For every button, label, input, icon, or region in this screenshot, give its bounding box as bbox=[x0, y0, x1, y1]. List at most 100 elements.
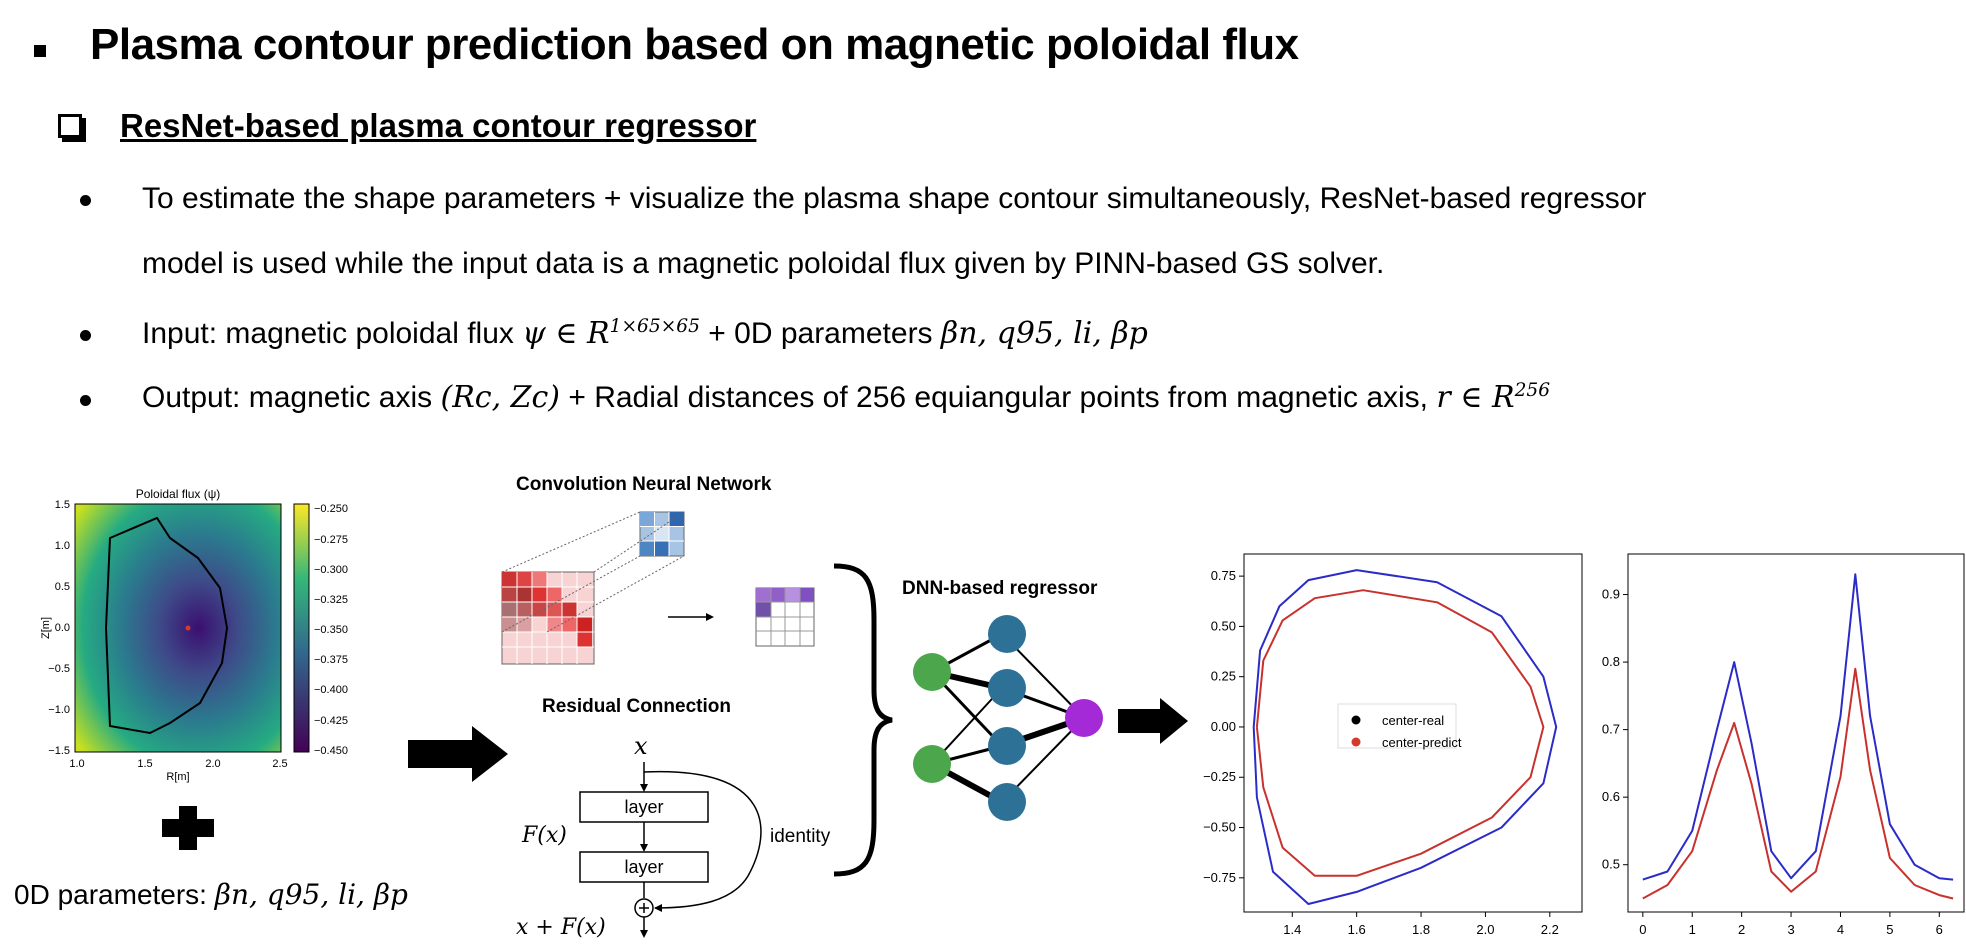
arrow-to-output-icon bbox=[1118, 698, 1188, 744]
flux-xtick-2: 2.0 bbox=[205, 758, 220, 770]
bullet-3-mid: + Radial distances of 256 equiangular po… bbox=[560, 381, 1437, 414]
dnn-input-node-1 bbox=[913, 653, 951, 691]
res-layer-1 bbox=[579, 791, 709, 823]
title-bullet bbox=[34, 45, 46, 57]
contour-ytick-1: 0.50 bbox=[1211, 618, 1236, 633]
cnn-output-grid bbox=[755, 587, 815, 647]
residual-label: Residual Connection bbox=[542, 696, 731, 717]
flux-dim: 1×65×65 bbox=[609, 316, 700, 337]
cbar-tick-7: −0.425 bbox=[314, 715, 348, 727]
plasma-boundary bbox=[104, 516, 229, 735]
cbar-tick-0: −0.250 bbox=[314, 503, 348, 515]
contour-xtick-1: 1.6 bbox=[1348, 922, 1366, 937]
cbar-tick-3: −0.325 bbox=[314, 594, 348, 606]
contour-ytick-6: −0.75 bbox=[1203, 870, 1236, 885]
bullet-dot-2 bbox=[80, 330, 91, 341]
radial-ytick-2: 0.7 bbox=[1602, 722, 1620, 737]
bullet-1-line-1: To estimate the shape parameters + visua… bbox=[142, 182, 1647, 215]
radial-ytick-4: 0.5 bbox=[1602, 857, 1620, 872]
contour-xtick-2: 1.8 bbox=[1412, 922, 1430, 937]
bullet-3: Output: magnetic axis (Rc, Zc) + Radial … bbox=[142, 380, 1550, 415]
flux-xlabel: R[m] bbox=[166, 771, 189, 783]
radial-xtick-0: 0 bbox=[1639, 922, 1646, 937]
bullet-3-prefix: Output: magnetic axis bbox=[142, 381, 441, 414]
radial-plot-area bbox=[1627, 553, 1965, 913]
curly-brace-icon bbox=[833, 563, 893, 877]
contour-ytick-4: −0.25 bbox=[1203, 769, 1236, 784]
flux-ytick-1: 1.0 bbox=[55, 540, 70, 552]
radial-ytick-3: 0.6 bbox=[1602, 789, 1620, 804]
bullet-1-line-2: model is used while the input data is a … bbox=[142, 247, 1385, 280]
contour-xtick-0: 1.4 bbox=[1283, 922, 1301, 937]
res-layer-1-label: layer bbox=[624, 797, 663, 817]
res-input-x: x bbox=[634, 732, 648, 760]
flux-xtick-3: 2.5 bbox=[272, 758, 287, 770]
flux-ytick-5: −1.0 bbox=[48, 704, 70, 716]
radial-xtick-5: 5 bbox=[1886, 922, 1893, 937]
dnn-connections bbox=[930, 632, 1085, 805]
res-identity-label: identity bbox=[770, 826, 831, 847]
dnn-output-node bbox=[1065, 699, 1103, 737]
bullet-2: Input: magnetic poloidal flux ψ ∈ R1×65×… bbox=[142, 316, 1148, 351]
contour-series-1 bbox=[1255, 589, 1545, 877]
section-subtitle: ResNet-based plasma contour regressor bbox=[120, 107, 757, 144]
bullet-dot-1 bbox=[80, 195, 91, 206]
flux-ylabel: Z[m] bbox=[40, 617, 52, 639]
dnn-label: DNN-based regressor bbox=[902, 578, 1098, 599]
bullet-2-params: βn, q95, li, βp bbox=[940, 316, 1148, 351]
cbar-tick-1: −0.275 bbox=[314, 534, 348, 546]
radial-xtick-6: 6 bbox=[1936, 922, 1943, 937]
flux-center-marker bbox=[185, 625, 191, 631]
cnn-label: Convolution Neural Network bbox=[516, 474, 772, 495]
legend-marker-center-predict bbox=[1351, 737, 1361, 747]
flux-symbol: ψ ∈ R bbox=[522, 316, 610, 351]
contour-xtick-4: 2.2 bbox=[1541, 922, 1559, 937]
res-identity-path bbox=[643, 770, 762, 909]
axis-symbol: (Rc, Zc) bbox=[440, 380, 561, 415]
radial-xtick-3: 3 bbox=[1787, 922, 1794, 937]
contour-ytick-5: −0.50 bbox=[1203, 820, 1236, 835]
subtitle-checkbox-bullet bbox=[58, 114, 82, 138]
dnn-hidden-node-2 bbox=[988, 669, 1026, 707]
contour-series-0 bbox=[1252, 569, 1558, 905]
flux-plot-title: Poloidal flux (ψ) bbox=[136, 487, 221, 501]
radial-series-1 bbox=[1642, 667, 1954, 900]
flux-xtick-0: 1.0 bbox=[69, 758, 84, 770]
cbar-tick-6: −0.400 bbox=[314, 684, 348, 696]
cnn-input-grid bbox=[501, 571, 595, 665]
res-fx-label: F(x) bbox=[521, 823, 567, 848]
residual-block-diagram: x layer layer F(x) identity x + F(x) bbox=[516, 732, 831, 940]
flux-ytick-6: −1.5 bbox=[48, 745, 70, 757]
dnn-input-node-2 bbox=[913, 745, 951, 783]
res-layer-2-label: layer bbox=[624, 857, 663, 877]
zero-d-label: 0D parameters: bbox=[14, 879, 215, 910]
contour-series-group bbox=[1252, 569, 1558, 905]
flux-colorbar bbox=[293, 503, 310, 753]
contour-legend: center-real center-predict bbox=[1337, 703, 1462, 750]
cbar-tick-4: −0.350 bbox=[314, 624, 348, 636]
legend-marker-center-real bbox=[1351, 715, 1361, 725]
flux-ytick-4: −0.5 bbox=[48, 663, 70, 675]
bullet-2-prefix: Input: magnetic poloidal flux bbox=[142, 317, 523, 350]
cnn-diagram bbox=[501, 511, 815, 665]
contour-ytick-0: 0.75 bbox=[1211, 568, 1236, 583]
cbar-tick-8: −0.450 bbox=[314, 745, 348, 757]
plus-icon bbox=[162, 806, 214, 850]
dnn-hidden-node-1 bbox=[988, 615, 1026, 653]
dnn-diagram bbox=[913, 615, 1103, 821]
radial-xtick-1: 1 bbox=[1689, 922, 1696, 937]
radial-distance-chart: 0.9 0.8 0.7 0.6 0.5 0 1 2 3 4 5 6 bbox=[1602, 553, 1965, 937]
zero-d-parameters: 0D parameters: βn, q95, li, βp bbox=[14, 878, 408, 911]
flux-ytick-0: 1.5 bbox=[55, 499, 70, 511]
bullet-2-mid: + 0D parameters bbox=[699, 317, 941, 350]
radial-series-0 bbox=[1642, 573, 1954, 881]
zero-d-param-list: βn, q95, li, βp bbox=[214, 878, 408, 911]
legend-center-predict: center-predict bbox=[1382, 735, 1462, 750]
radial-series-group bbox=[1642, 573, 1954, 900]
contour-chart: 0.75 0.50 0.25 0.00 −0.25 −0.50 −0.75 1.4 1.6 1.… bbox=[1203, 553, 1583, 937]
flux-ytick-3: 0.0 bbox=[55, 622, 70, 634]
contour-ytick-2: 0.25 bbox=[1211, 669, 1236, 684]
radial-ytick-1: 0.8 bbox=[1602, 654, 1620, 669]
radial-ytick-0: 0.9 bbox=[1602, 587, 1620, 602]
contour-xtick-3: 2.0 bbox=[1476, 922, 1494, 937]
